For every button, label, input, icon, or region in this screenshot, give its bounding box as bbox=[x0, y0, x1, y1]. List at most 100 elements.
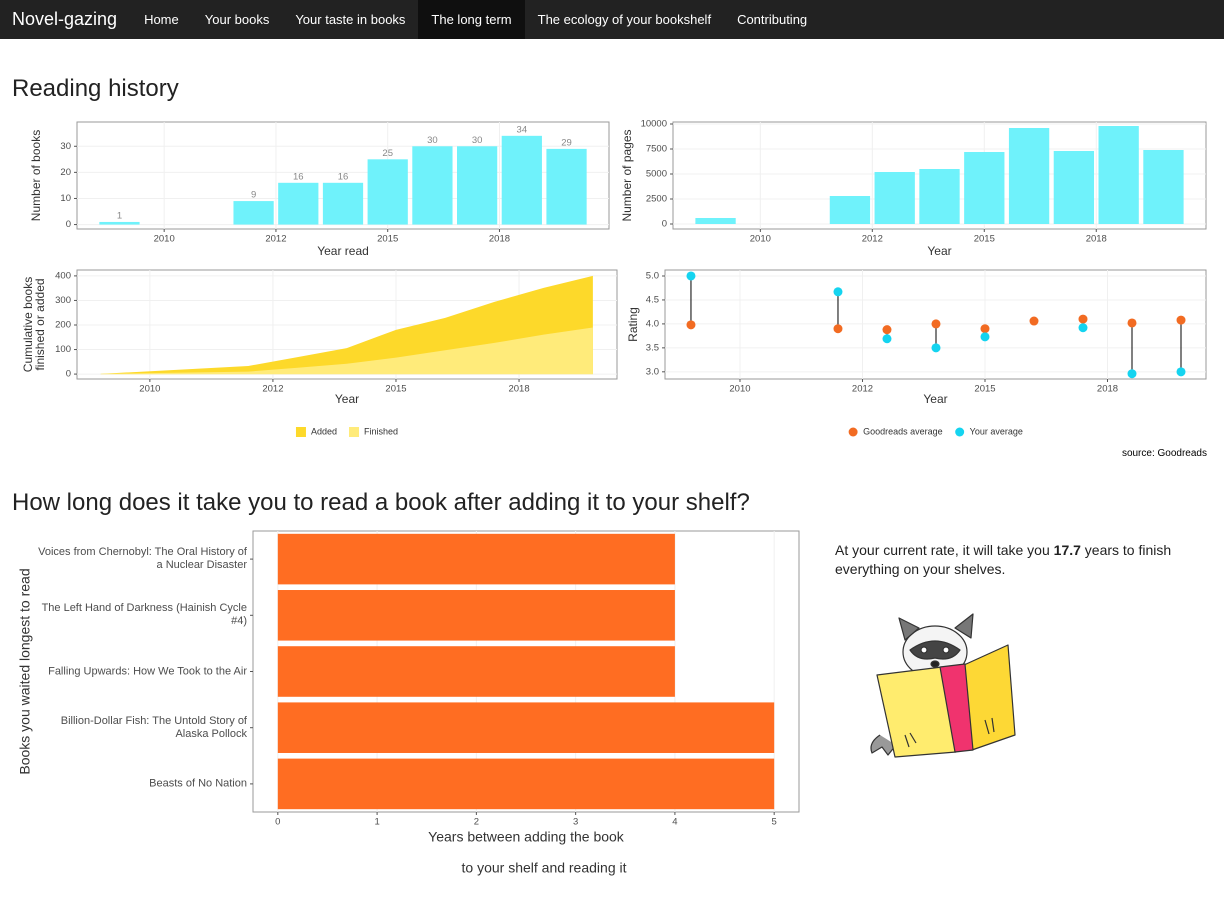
y-tick-label: 3.0 bbox=[646, 366, 659, 377]
legend-key bbox=[848, 427, 858, 437]
y-tick-label: 30 bbox=[60, 141, 71, 152]
rating-point bbox=[833, 287, 843, 297]
bar bbox=[695, 218, 736, 224]
bar bbox=[277, 702, 775, 753]
bar bbox=[278, 182, 319, 225]
bar bbox=[1143, 150, 1184, 224]
x-axis-title: Year bbox=[335, 392, 359, 406]
nav-item[interactable]: Your taste in books bbox=[295, 12, 406, 27]
nav-item[interactable]: Contributing bbox=[737, 12, 808, 27]
bar bbox=[964, 152, 1005, 224]
legend: Added Finished bbox=[295, 426, 398, 437]
y-axis-title: Number of pages bbox=[620, 129, 634, 221]
y-tick-label: 0 bbox=[66, 369, 71, 380]
category-label: Falling Upwards: How We Took to the Air bbox=[48, 665, 247, 677]
bar bbox=[277, 646, 675, 697]
y-tick-label: 100 bbox=[55, 344, 71, 355]
x-tick-label: 3 bbox=[573, 817, 578, 828]
x-tick-label: 2010 bbox=[729, 384, 750, 395]
x-tick-label: 2010 bbox=[139, 384, 160, 395]
navbar: Novel-gazing Home Your books Your taste in… bbox=[0, 0, 1224, 39]
bar bbox=[367, 159, 408, 225]
bar bbox=[412, 146, 453, 225]
y-tick-label: 7500 bbox=[646, 144, 667, 155]
y-tick-label: 0 bbox=[662, 219, 667, 230]
nav-item[interactable]: Your books bbox=[204, 12, 270, 27]
bar bbox=[1098, 126, 1139, 224]
bar-value-label: 16 bbox=[338, 171, 349, 182]
bar bbox=[1008, 128, 1050, 224]
rating-point bbox=[980, 324, 990, 334]
x-tick-label: 1 bbox=[374, 817, 379, 828]
nav-item[interactable]: Home bbox=[144, 12, 179, 27]
y-tick-label: 3.5 bbox=[646, 342, 659, 353]
legend-label: Added bbox=[311, 426, 337, 436]
y-axis-title: Number of books bbox=[29, 130, 43, 221]
y-tick-label: 4.0 bbox=[646, 318, 659, 329]
legend-key bbox=[295, 427, 306, 437]
y-tick-label: 20 bbox=[60, 167, 71, 178]
x-tick-label: 2018 bbox=[489, 234, 510, 245]
x-axis-title: Years between adding the book bbox=[428, 829, 625, 845]
rating-point bbox=[1078, 314, 1088, 324]
bar bbox=[546, 148, 587, 225]
x-axis-title: Year bbox=[927, 244, 951, 258]
x-tick-label: 2018 bbox=[1086, 234, 1107, 245]
rate-after: years to finish everything on your shelv… bbox=[835, 542, 1172, 577]
x-tick-label: 2015 bbox=[974, 384, 995, 395]
x-tick-label: 2015 bbox=[385, 384, 406, 395]
bar bbox=[277, 533, 675, 585]
bar bbox=[277, 590, 675, 641]
bar-value-label: 30 bbox=[427, 135, 438, 146]
rating-point bbox=[980, 332, 990, 342]
x-tick-label: 2018 bbox=[1097, 384, 1118, 395]
rate-value: 17.7 bbox=[1053, 542, 1081, 558]
bar-value-label: 29 bbox=[561, 137, 572, 148]
y-tick-label: 0 bbox=[66, 219, 71, 230]
bar-value-label: 30 bbox=[472, 135, 483, 146]
bar bbox=[829, 196, 871, 224]
y-axis-title: finished or added bbox=[33, 278, 47, 370]
legend: Goodreads average Your average bbox=[848, 426, 1023, 437]
rating-point bbox=[931, 319, 941, 329]
legend-key bbox=[955, 427, 965, 437]
bar bbox=[919, 169, 960, 224]
x-tick-label: 2012 bbox=[862, 234, 883, 245]
x-tick-label: 2018 bbox=[508, 384, 529, 395]
rating-point bbox=[931, 343, 941, 353]
rating-point bbox=[882, 325, 892, 335]
rating-point bbox=[1029, 316, 1039, 326]
bar-value-label: 16 bbox=[293, 171, 304, 182]
bar-value-label: 9 bbox=[251, 190, 256, 201]
rate-before: At your current rate, it will take you bbox=[835, 542, 1050, 558]
y-tick-label: 2500 bbox=[646, 194, 667, 205]
category-label: Billion-Dollar Fish: The Untold Story of… bbox=[60, 714, 247, 740]
y-axis-title: Books you waited longest to read bbox=[17, 568, 33, 774]
x-tick-label: 5 bbox=[772, 817, 777, 828]
y-tick-label: 400 bbox=[55, 270, 71, 281]
rate-text: At your current rate, it will take you 1… bbox=[835, 541, 1205, 579]
legend-label: Your average bbox=[970, 426, 1023, 436]
rating-point bbox=[1127, 318, 1137, 328]
x-tick-label: 2010 bbox=[750, 234, 771, 245]
x-tick-label: 2010 bbox=[154, 234, 175, 245]
rating-point bbox=[686, 271, 696, 281]
y-axis-title: Rating bbox=[626, 307, 640, 342]
bar bbox=[501, 135, 542, 225]
y-tick-label: 300 bbox=[55, 295, 71, 306]
section-heading: Reading history bbox=[12, 75, 179, 102]
section-heading: How long does it take you to read a book… bbox=[12, 489, 750, 516]
x-tick-label: 2012 bbox=[265, 234, 286, 245]
legend-label: Finished bbox=[364, 426, 398, 436]
rating-point bbox=[1078, 323, 1088, 333]
bar bbox=[322, 182, 364, 225]
x-tick-label: 0 bbox=[275, 817, 280, 828]
nav-item[interactable]: The ecology of your bookshelf bbox=[537, 12, 712, 27]
bar-value-label: 34 bbox=[517, 124, 528, 135]
y-tick-label: 10000 bbox=[641, 119, 667, 130]
nav-item[interactable]: The long term bbox=[418, 0, 525, 39]
brand[interactable]: Novel-gazing bbox=[12, 9, 118, 29]
rating-point bbox=[833, 324, 843, 334]
category-label: Voices from Chernobyl: The Oral History … bbox=[38, 546, 247, 572]
